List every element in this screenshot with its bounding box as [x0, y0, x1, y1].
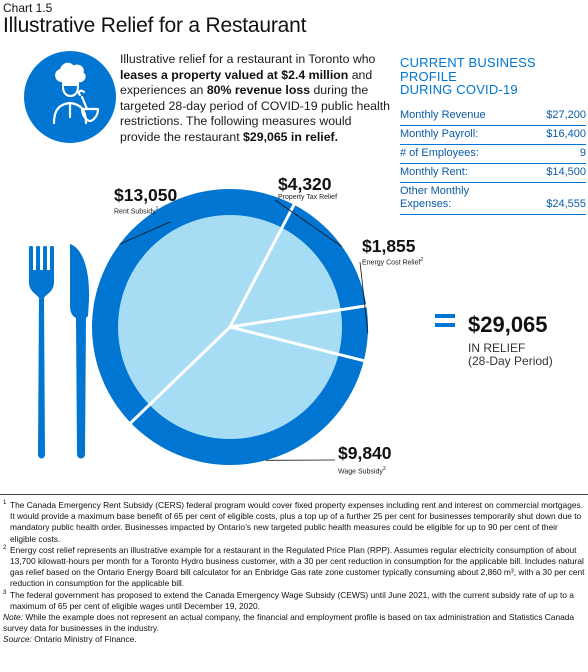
pie-divider-energy [229, 304, 368, 329]
slice-label-wage: Wage Subsidy3 [338, 466, 386, 476]
pie-leader-rent [119, 221, 171, 245]
chart-note: Note: While the example does not represe… [3, 612, 575, 634]
footnote-2: 2 Energy cost relief represents an illust… [3, 544, 585, 589]
pie-leader-energy [359, 261, 369, 334]
profile-row: Monthly Rent: $14,500 [400, 164, 586, 183]
total-relief-amount: $29,065 [468, 312, 548, 337]
pie-divider-wage [229, 325, 366, 363]
slice-value-energy: $1,855 [362, 236, 416, 256]
footnote-divider [0, 494, 588, 495]
slice-value-wage: $9,840 [338, 443, 392, 463]
chart-title: Illustrative Relief for a Restaurant [3, 14, 307, 37]
slice-label-energy: Energy Cost Relief2 [362, 257, 424, 267]
footnote-3: 3 The federal government has proposed to … [3, 589, 574, 611]
footnote-1: 1 The Canada Emergency Rent Subsidy (CERS… [3, 500, 584, 544]
business-profile: CURRENT BUSINESS PROFILE DURING COVID-19… [400, 56, 586, 215]
chef-icon [24, 51, 116, 143]
profile-row: Monthly Payroll: $16,400 [400, 126, 586, 145]
total-relief-period: (28-Day Period) [468, 354, 553, 368]
pie-divider-rent [128, 325, 232, 425]
total-relief-label: IN RELIEF [468, 341, 526, 355]
footnotes: 1 The Canada Emergency Rent Subsidy (CERS… [3, 500, 586, 646]
slice-label-rent: Rent Subsidy1 [114, 206, 159, 216]
intro-text: Illustrative relief for a restaurant in … [120, 52, 391, 144]
profile-title: CURRENT BUSINESS PROFILE DURING COVID-19 [400, 55, 536, 97]
equals-sign [435, 314, 455, 332]
relief-pie-chart [29, 189, 369, 465]
slice-value-property-tax: $4,320 [278, 174, 332, 194]
slice-label-property-tax: Property Tax Relief [278, 194, 338, 201]
knife-icon [70, 244, 90, 459]
chart-label: Chart 1.5 [3, 1, 53, 15]
chart-source: Source: Ontario Ministry of Finance. [3, 634, 137, 645]
profile-row: # of Employees: 9 [400, 145, 586, 164]
pie-divider-property-tax [228, 203, 296, 328]
fork-icon [29, 246, 54, 459]
profile-row: Monthly Revenue $27,200 [400, 107, 586, 126]
slice-value-rent: $13,050 [114, 185, 178, 205]
pie-leader-property-tax [274, 199, 343, 247]
profile-row: Other Monthly Expenses: $24,555 [400, 183, 586, 215]
